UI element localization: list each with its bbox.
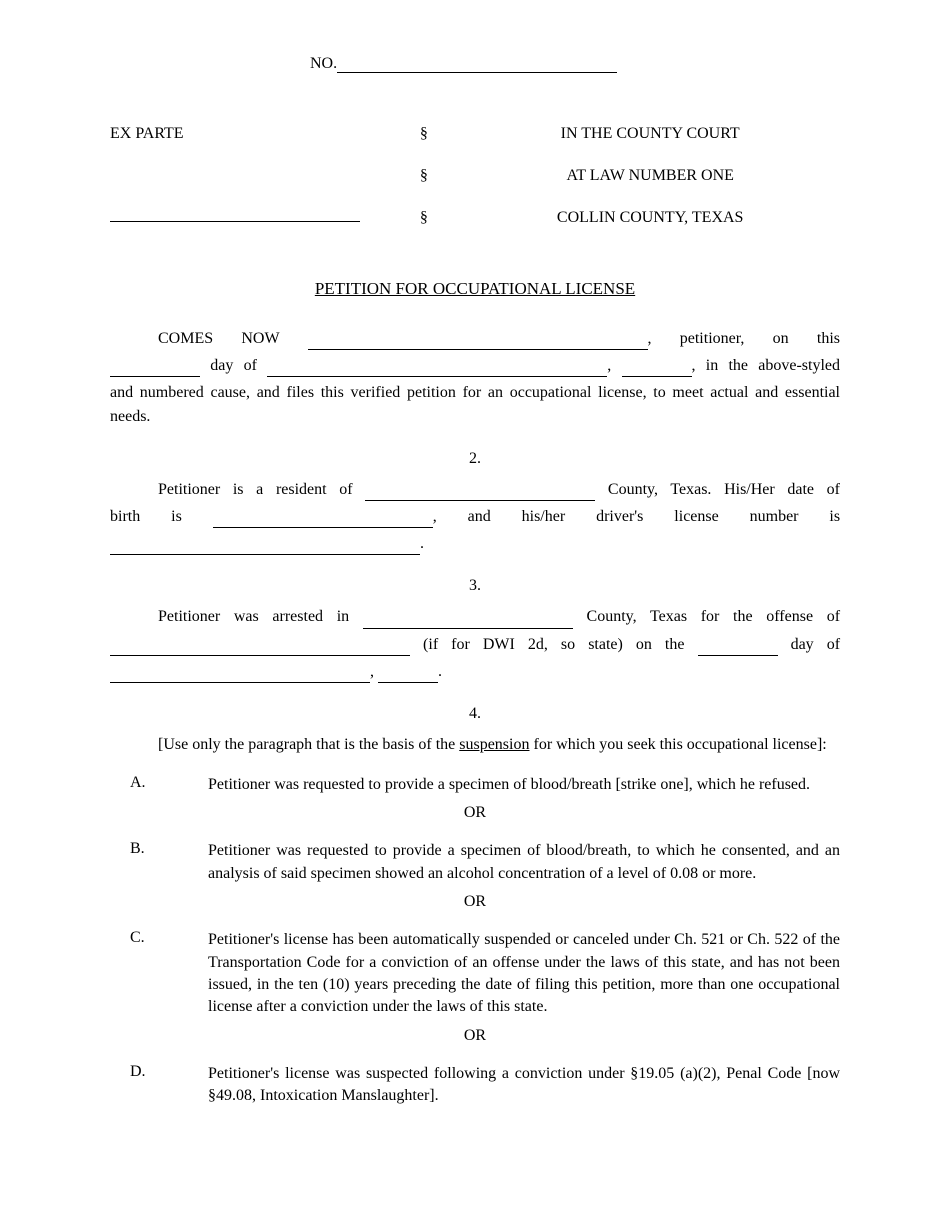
option-d-label: D. bbox=[110, 1063, 208, 1108]
case-number-row: NO. bbox=[310, 55, 840, 73]
s4-instr-post: for which you seek this occupational lic… bbox=[529, 736, 826, 753]
document-title: PETITION FOR OCCUPATIONAL LICENSE bbox=[110, 279, 840, 299]
s2-drivers: driver's bbox=[596, 508, 643, 525]
paragraph-1: COMES NOW , petitioner, on this day of ,… bbox=[110, 327, 840, 428]
option-a-label: A. bbox=[110, 774, 208, 796]
empty-cell bbox=[110, 155, 387, 197]
case-number-blank[interactable] bbox=[337, 72, 617, 73]
s3-l1a: Petitioner was arrested in bbox=[158, 608, 349, 625]
or-3: OR bbox=[110, 1027, 840, 1045]
section-2-number: 2. bbox=[110, 450, 840, 468]
s4-instr-pre: [Use only the paragraph that is the basi… bbox=[158, 736, 459, 753]
court-line-2: AT LAW NUMBER ONE bbox=[460, 155, 840, 197]
option-b-label: B. bbox=[110, 840, 208, 885]
s2-l1b: County, Texas. His/Her date of bbox=[608, 481, 840, 498]
petitioner-name-blank[interactable] bbox=[110, 221, 360, 222]
section-3-number: 3. bbox=[110, 577, 840, 595]
arrest-month-blank[interactable] bbox=[110, 682, 370, 683]
paragraph-2: Petitioner is a resident of County, Texa… bbox=[110, 478, 840, 556]
section-symbol-2: § bbox=[387, 155, 460, 197]
para1-rest: and numbered cause, and files this verif… bbox=[110, 381, 840, 427]
month-blank[interactable] bbox=[267, 376, 607, 377]
s2-period: . bbox=[420, 535, 424, 552]
or-2: OR bbox=[110, 893, 840, 911]
county-residence-blank[interactable] bbox=[365, 500, 595, 501]
arrest-county-blank[interactable] bbox=[363, 628, 573, 629]
s2-license: license bbox=[674, 508, 718, 525]
s4-instr-u: suspension bbox=[459, 736, 529, 753]
petitioner-name-blank-2[interactable] bbox=[308, 349, 648, 350]
dl-number-blank[interactable] bbox=[110, 554, 420, 555]
s3-comma: , bbox=[370, 663, 374, 680]
option-d-text: Petitioner's license was suspected follo… bbox=[208, 1063, 840, 1108]
option-c-text: Petitioner's license has been automatica… bbox=[208, 929, 840, 1019]
day-blank[interactable] bbox=[110, 376, 200, 377]
arrest-day-blank[interactable] bbox=[698, 655, 778, 656]
option-b-text: Petitioner was requested to provide a sp… bbox=[208, 840, 840, 885]
ex-parte-cell: EX PARTE bbox=[110, 113, 387, 155]
section-4-number: 4. bbox=[110, 705, 840, 723]
s3-period: . bbox=[438, 663, 442, 680]
no-label: NO. bbox=[310, 55, 337, 72]
comes-now: COMES NOW bbox=[158, 330, 279, 347]
s2-comma: , bbox=[433, 508, 437, 525]
s3-l2end: day of bbox=[791, 636, 840, 653]
in-above: in the above-styled bbox=[706, 357, 840, 374]
s2-and: and bbox=[468, 508, 491, 525]
s3-l1b: County, Texas for the offense of bbox=[587, 608, 841, 625]
dob-blank[interactable] bbox=[213, 527, 433, 528]
option-a-row: A. Petitioner was requested to provide a… bbox=[110, 774, 840, 796]
comma-2: , bbox=[607, 357, 611, 374]
option-a-text: Petitioner was requested to provide a sp… bbox=[208, 774, 840, 796]
comma-3: , bbox=[692, 357, 696, 374]
option-c-label: C. bbox=[110, 929, 208, 1019]
court-line-3: COLLIN COUNTY, TEXAS bbox=[460, 197, 840, 239]
s2-is: is bbox=[171, 508, 182, 525]
page: NO. EX PARTE § IN THE COUNTY COURT § AT … bbox=[0, 0, 950, 1230]
section-symbol-3: § bbox=[387, 197, 460, 239]
paragraph-3: Petitioner was arrested in County, Texas… bbox=[110, 605, 840, 683]
s2-number: number bbox=[750, 508, 799, 525]
or-1: OR bbox=[110, 804, 840, 822]
offense-blank[interactable] bbox=[110, 655, 410, 656]
option-d-row: D. Petitioner's license was suspected fo… bbox=[110, 1063, 840, 1108]
petitioner-name-cell bbox=[110, 197, 387, 239]
option-b-row: B. Petitioner was requested to provide a… bbox=[110, 840, 840, 885]
section-4-instruction: [Use only the paragraph that is the basi… bbox=[110, 733, 840, 756]
s2-hisher: his/her bbox=[522, 508, 566, 525]
year-blank[interactable] bbox=[622, 376, 692, 377]
s2-birth: birth bbox=[110, 508, 140, 525]
court-line-1: IN THE COUNTY COURT bbox=[460, 113, 840, 155]
day-of: day of bbox=[210, 357, 257, 374]
comma-1: , bbox=[648, 330, 652, 347]
arrest-year-blank[interactable] bbox=[378, 682, 438, 683]
petitioner-on-this: petitioner, on this bbox=[680, 330, 840, 347]
case-header-table: EX PARTE § IN THE COUNTY COURT § AT LAW … bbox=[110, 113, 840, 239]
options-list: A. Petitioner was requested to provide a… bbox=[110, 774, 840, 1108]
s2-l1a: Petitioner is a resident of bbox=[158, 481, 353, 498]
s3-l2mid: (if for DWI 2d, so state) on the bbox=[423, 636, 684, 653]
option-c-row: C. Petitioner's license has been automat… bbox=[110, 929, 840, 1019]
s2-is2: is bbox=[829, 508, 840, 525]
section-symbol-1: § bbox=[387, 113, 460, 155]
